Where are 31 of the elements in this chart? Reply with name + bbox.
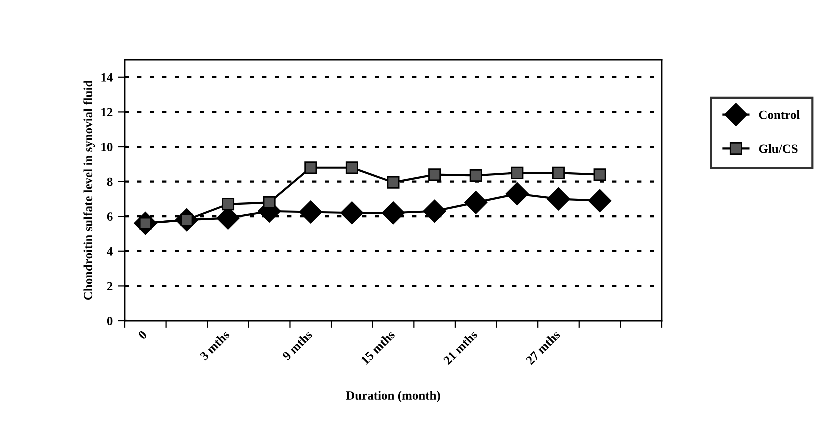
point bbox=[428, 168, 442, 182]
point bbox=[506, 182, 529, 206]
y-tick-label: 12 bbox=[102, 108, 113, 117]
y-tick-label: 4 bbox=[107, 248, 113, 256]
y-axis-title: Chondroitin sulfate level in synovial fluid bbox=[84, 80, 96, 300]
point bbox=[387, 176, 400, 189]
point bbox=[470, 169, 482, 182]
point bbox=[588, 189, 612, 212]
point bbox=[340, 202, 364, 225]
point bbox=[222, 198, 235, 211]
point bbox=[299, 200, 322, 224]
y-tick-label: 6 bbox=[107, 212, 113, 222]
point bbox=[304, 162, 318, 174]
x-axis-title: Duration (month) bbox=[346, 391, 440, 402]
y-tick-label: 0 bbox=[107, 317, 113, 326]
y-tick-label: 2 bbox=[107, 282, 113, 291]
point bbox=[511, 166, 524, 180]
point bbox=[547, 188, 570, 211]
point bbox=[382, 202, 405, 225]
legend-label: Glu/CS bbox=[759, 144, 798, 154]
x-tick-label: 0 bbox=[138, 330, 148, 340]
point bbox=[346, 162, 358, 174]
point bbox=[594, 168, 606, 182]
point bbox=[464, 191, 488, 214]
y-tick-label: 8 bbox=[107, 178, 113, 186]
y-tick-label: 10 bbox=[102, 143, 113, 152]
y-tick-label: 14 bbox=[102, 73, 113, 82]
point bbox=[263, 196, 276, 209]
legend-label: Control bbox=[759, 110, 800, 120]
point bbox=[423, 200, 446, 223]
point bbox=[552, 166, 565, 180]
